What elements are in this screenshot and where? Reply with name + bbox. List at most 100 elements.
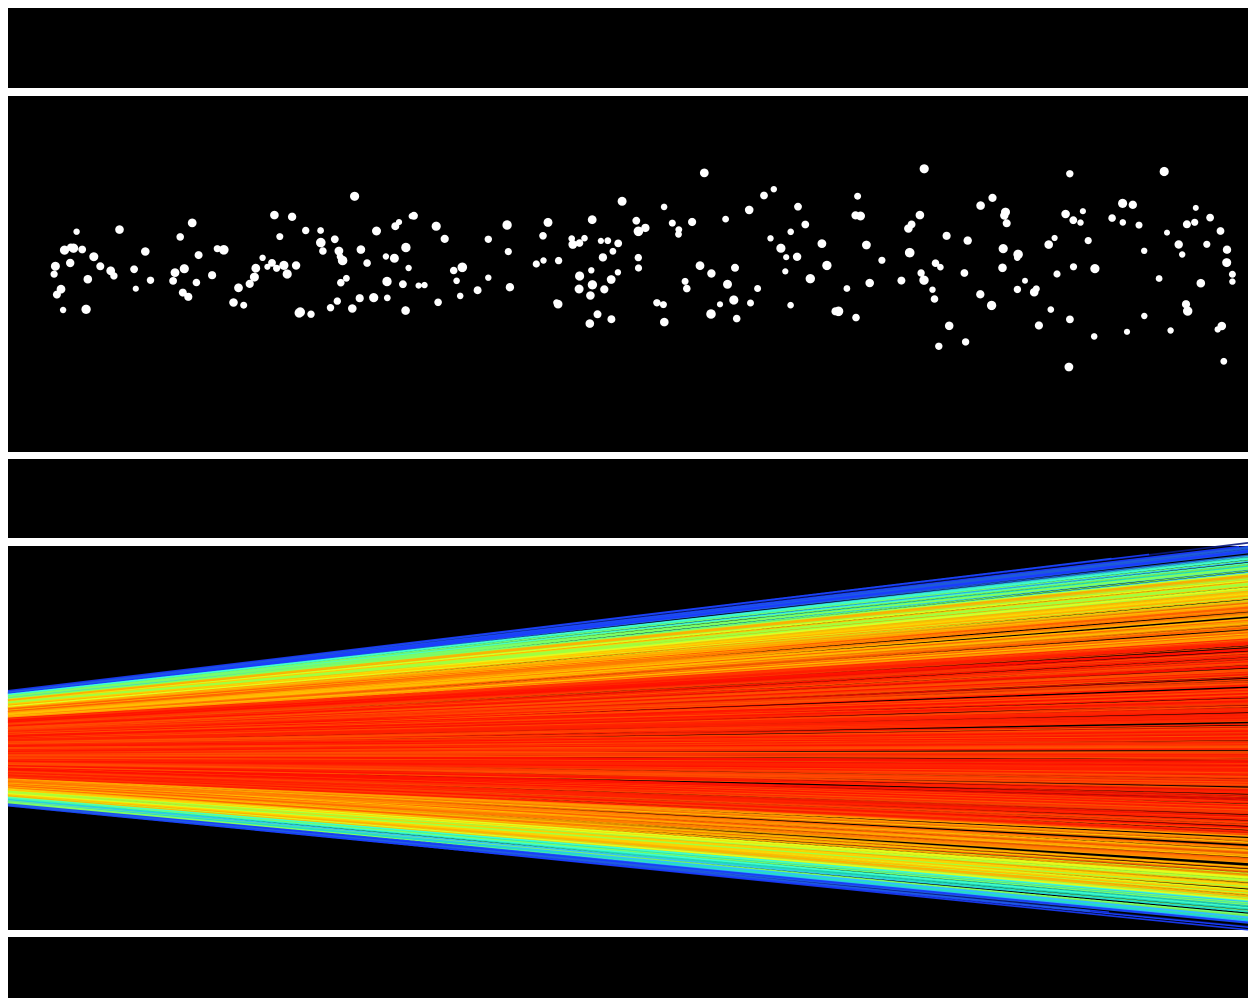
track — [7, 798, 1248, 921]
particle — [67, 243, 75, 252]
particle — [783, 254, 790, 261]
white-band — [8, 452, 1248, 459]
particle — [485, 274, 492, 281]
particle — [234, 283, 243, 293]
track — [7, 796, 1248, 906]
particle — [170, 268, 180, 277]
particle — [1206, 213, 1214, 222]
track — [7, 779, 1248, 845]
particle — [505, 283, 515, 292]
particle — [581, 234, 588, 242]
particle — [660, 203, 668, 211]
particle — [372, 226, 381, 236]
particle — [383, 294, 391, 302]
particle — [473, 286, 482, 295]
particle — [1123, 328, 1131, 335]
particle — [146, 276, 155, 284]
particle — [944, 321, 954, 331]
particle — [1077, 219, 1084, 226]
particle — [942, 231, 951, 240]
track — [7, 685, 1248, 733]
particle — [184, 292, 193, 301]
particle — [356, 245, 366, 254]
particle — [1014, 254, 1021, 261]
particle — [270, 210, 279, 220]
particle — [998, 263, 1007, 273]
particle — [568, 240, 578, 249]
particle — [251, 263, 261, 273]
particle — [83, 274, 93, 284]
particle — [350, 191, 360, 201]
particle — [1229, 278, 1236, 285]
particle — [1192, 204, 1199, 211]
track — [7, 784, 1248, 856]
particle — [632, 216, 641, 225]
particle — [1000, 211, 1009, 220]
particle — [915, 210, 925, 220]
track — [7, 755, 1248, 764]
particle — [1069, 263, 1078, 271]
particle — [856, 211, 865, 221]
particle — [336, 253, 344, 261]
particle — [176, 233, 184, 241]
particle — [307, 310, 315, 318]
particle — [770, 186, 777, 193]
particle — [66, 258, 75, 268]
particle — [574, 284, 584, 294]
particle — [399, 280, 407, 289]
particle — [634, 253, 642, 262]
particle — [617, 196, 627, 206]
particle — [553, 299, 563, 309]
particle — [268, 259, 276, 267]
particle — [731, 263, 739, 272]
particle — [282, 269, 292, 279]
particle — [408, 212, 415, 220]
particle — [1179, 251, 1186, 258]
particle — [50, 261, 60, 271]
particle — [897, 276, 906, 285]
track — [7, 736, 1248, 747]
particle — [115, 225, 124, 234]
particle — [1002, 219, 1011, 228]
particle — [598, 253, 608, 262]
white-band — [8, 88, 1248, 96]
particle — [706, 309, 716, 319]
track-layer — [7, 542, 1248, 931]
particle — [1155, 275, 1163, 282]
particle — [614, 269, 622, 276]
particle — [1182, 220, 1191, 229]
track — [7, 640, 1248, 721]
particle-layer — [50, 164, 1236, 372]
particle — [586, 291, 595, 300]
particle — [532, 260, 540, 268]
particle — [614, 239, 623, 248]
track — [7, 691, 1248, 734]
particle — [1216, 227, 1225, 235]
particle — [1164, 229, 1170, 236]
particle — [1220, 357, 1228, 365]
particle — [1203, 240, 1211, 248]
particle — [333, 297, 341, 305]
particle — [382, 253, 390, 260]
particle — [1022, 277, 1028, 284]
particle — [1066, 315, 1074, 324]
track — [7, 670, 1248, 729]
track — [7, 760, 1248, 776]
particle — [1034, 321, 1043, 330]
track — [7, 738, 1248, 751]
track — [7, 796, 1248, 902]
particle — [502, 220, 512, 230]
particle — [369, 293, 379, 303]
particle — [688, 217, 697, 227]
particle — [259, 254, 266, 261]
particle — [1053, 270, 1061, 278]
particle — [681, 277, 689, 285]
particle — [754, 285, 762, 292]
track — [7, 776, 1248, 832]
particle — [330, 235, 339, 244]
track — [7, 692, 1248, 735]
particle — [1222, 245, 1232, 254]
track — [7, 574, 1248, 701]
particle — [1118, 198, 1128, 208]
particle — [1064, 362, 1074, 372]
